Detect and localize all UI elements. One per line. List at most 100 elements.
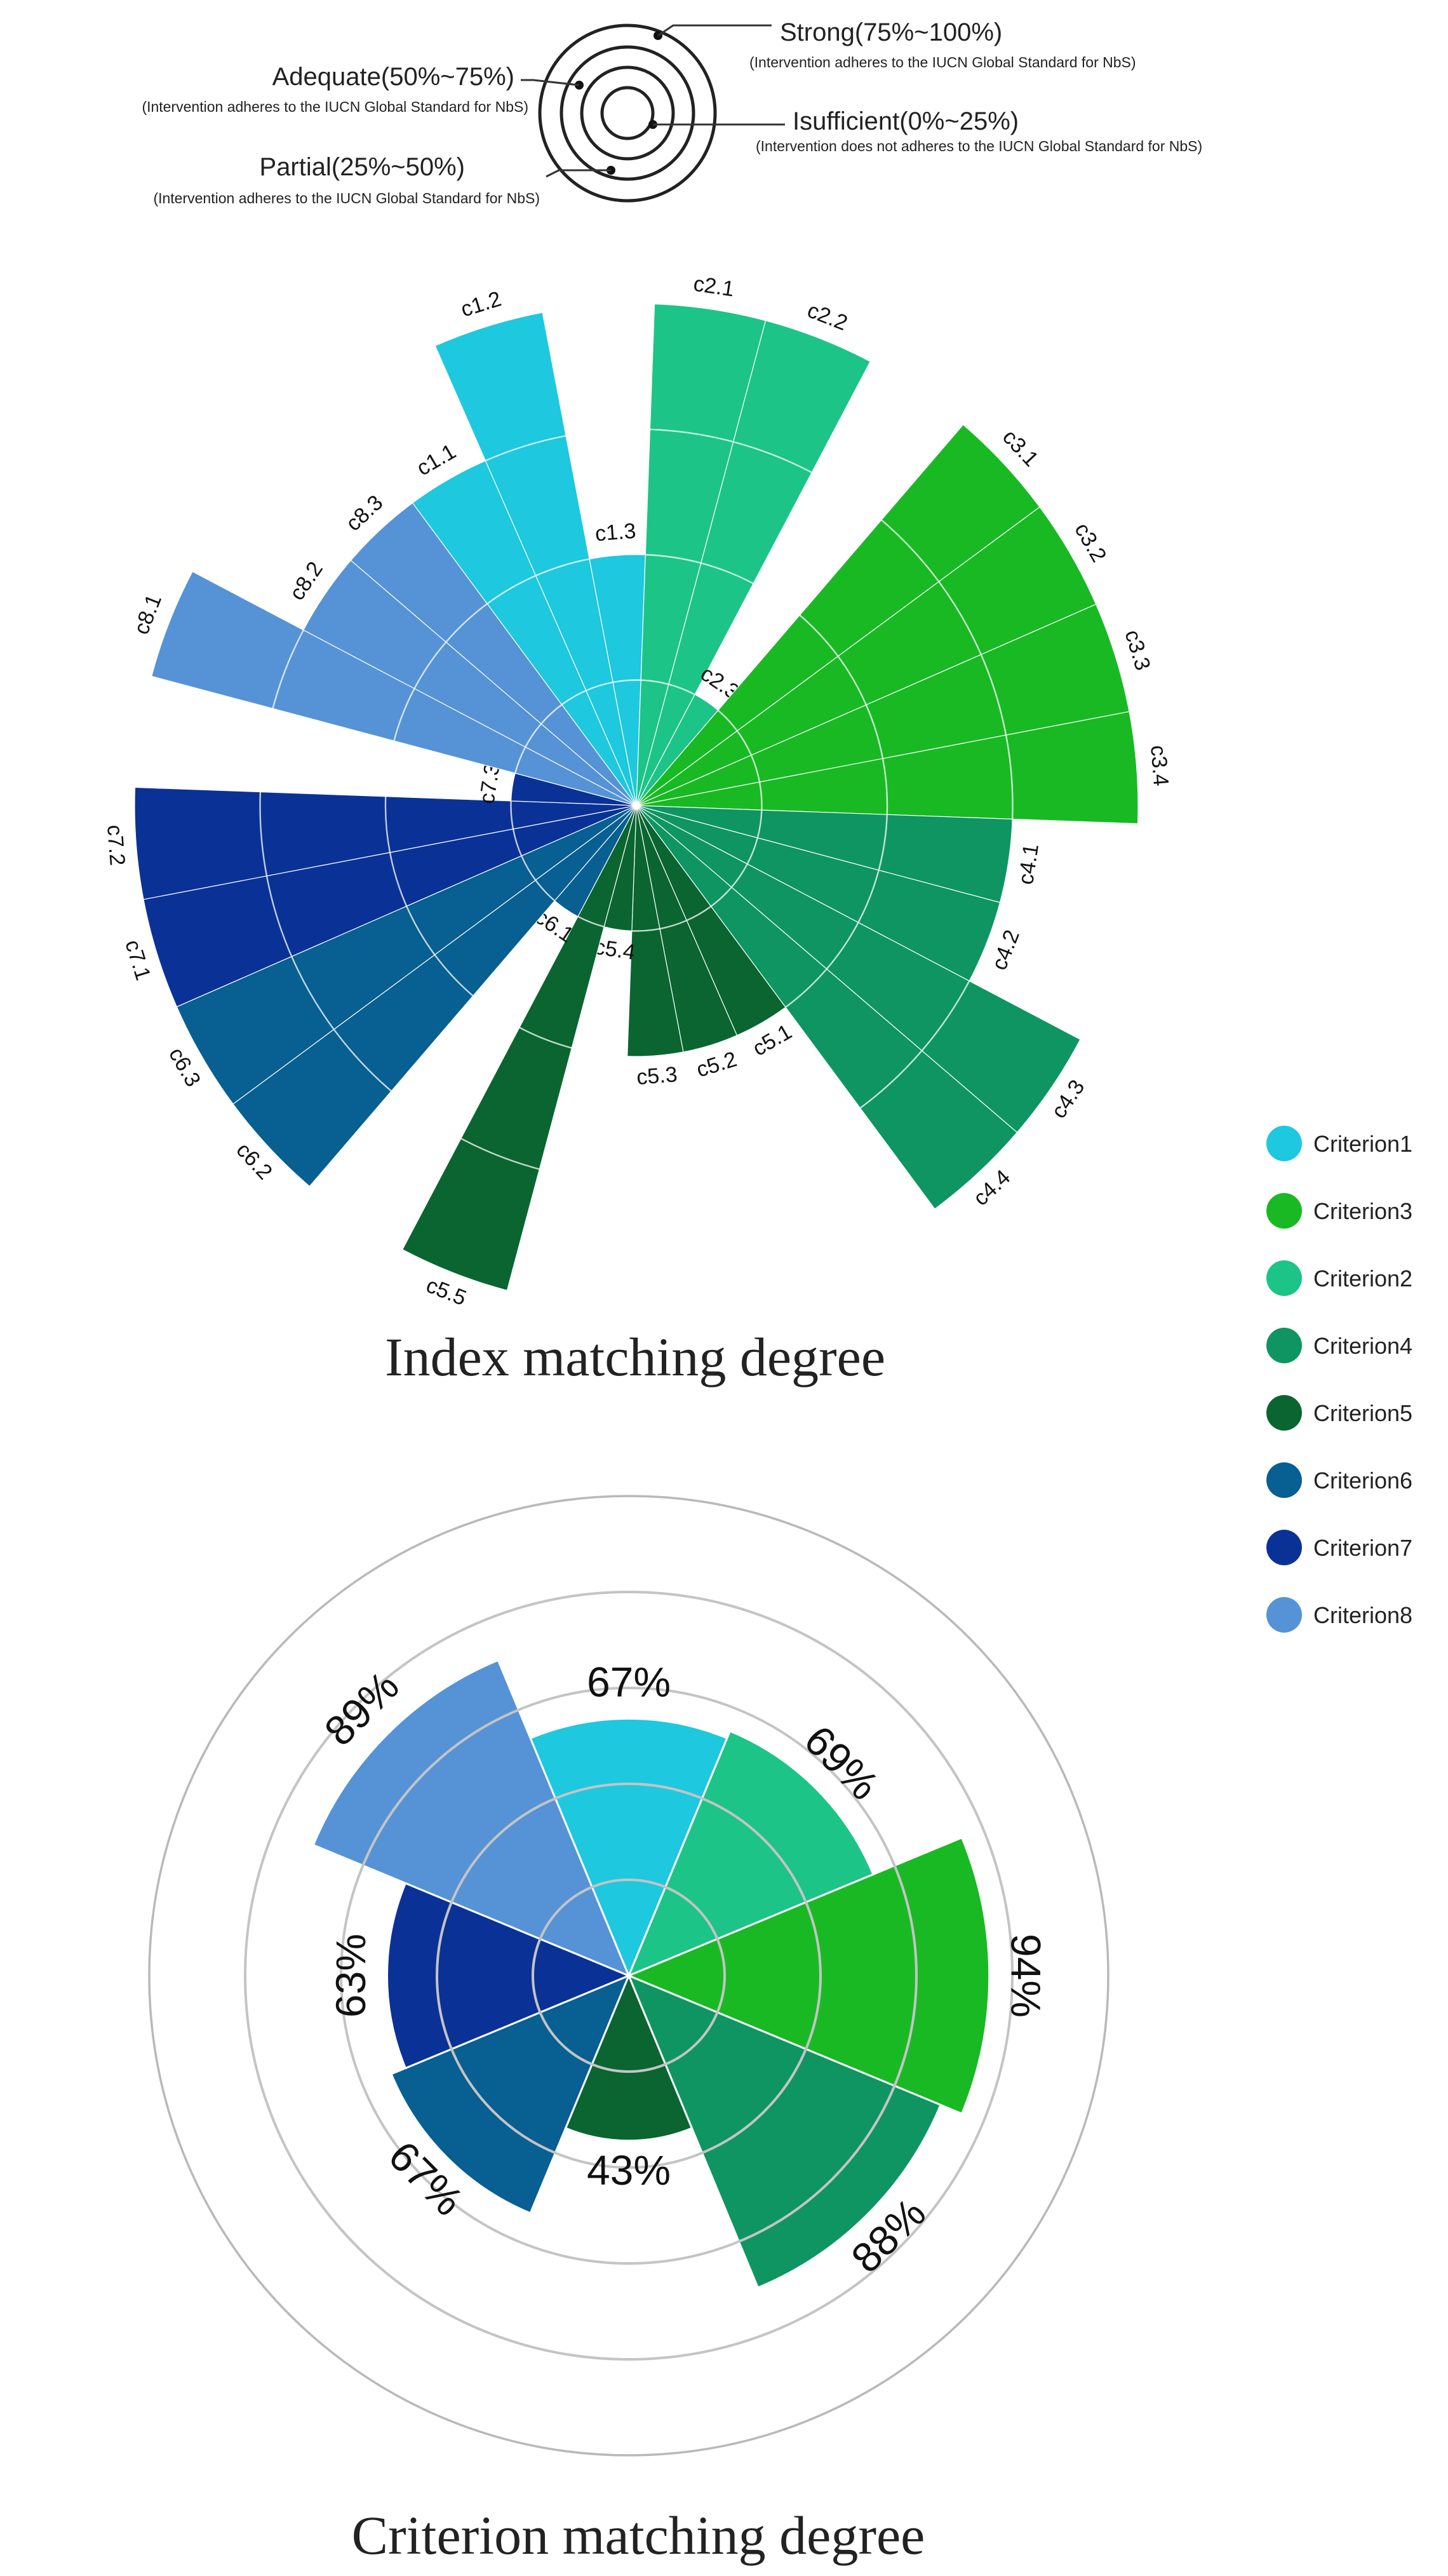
criterion-grid-ring bbox=[340, 1687, 918, 2265]
criterion-data-label: 63% bbox=[327, 1934, 374, 2018]
index-bar bbox=[350, 502, 637, 806]
index-ring bbox=[272, 630, 304, 709]
index-ring bbox=[701, 562, 754, 584]
legend-swatch bbox=[1266, 1193, 1302, 1229]
index-ring bbox=[865, 705, 884, 759]
key-level-title: Partial(25%~50%) bbox=[260, 153, 466, 181]
legend-label: Criterion1 bbox=[1313, 1131, 1412, 1157]
index-tick-label: c2.2 bbox=[804, 298, 851, 335]
index-ring bbox=[486, 575, 537, 605]
legend-label: Criterion8 bbox=[1313, 1602, 1412, 1628]
legend-label: Criterion4 bbox=[1313, 1333, 1412, 1359]
index-bar bbox=[627, 805, 684, 1057]
criterion-data-label: 43% bbox=[587, 2147, 671, 2194]
index-ring bbox=[259, 792, 268, 877]
criterion-bar bbox=[386, 1882, 631, 2070]
index-ring bbox=[265, 875, 293, 957]
index-chart-title: Index matching degree bbox=[385, 1326, 885, 1387]
index-tick-label: c5.3 bbox=[636, 1062, 678, 1089]
index-ring bbox=[878, 814, 888, 871]
legend-label: Criterion6 bbox=[1313, 1467, 1412, 1494]
index-ring bbox=[799, 614, 839, 657]
legend-label: Criterion2 bbox=[1313, 1265, 1412, 1291]
index-bar bbox=[636, 805, 1018, 1210]
index-bar bbox=[434, 312, 637, 806]
criterion-grid-ring bbox=[244, 1591, 1014, 2361]
index-ring bbox=[393, 688, 415, 741]
index-ring bbox=[938, 581, 982, 655]
key-leader bbox=[546, 169, 611, 178]
key-ring bbox=[560, 45, 695, 181]
legend-swatch bbox=[1266, 1260, 1302, 1296]
index-bar bbox=[151, 570, 637, 806]
key-leader bbox=[657, 24, 772, 37]
index-bar bbox=[401, 805, 637, 1291]
index-tick-label: c3.4 bbox=[1146, 745, 1173, 787]
key-leader bbox=[521, 79, 580, 86]
key-level-title: Strong(75%~100%) bbox=[780, 18, 1002, 46]
legend: Criterion1 Criterion3 Criterion2 Criterion4… bbox=[1266, 1126, 1412, 1633]
index-tick-label: c3.3 bbox=[1120, 627, 1155, 673]
index-tick-label: c2.1 bbox=[692, 272, 736, 302]
index-ring bbox=[837, 656, 867, 706]
key-level-title: Isufficient(0%~25%) bbox=[793, 107, 1019, 135]
index-tick-label: c1.3 bbox=[594, 519, 637, 546]
key-ring bbox=[538, 24, 717, 203]
index-ring bbox=[333, 1028, 392, 1092]
index-ring bbox=[733, 441, 812, 473]
criterion-bar bbox=[626, 1836, 991, 2115]
index-ring bbox=[857, 870, 880, 923]
criterion-bar bbox=[390, 1974, 631, 2215]
criterion-grid-ring bbox=[148, 1495, 1109, 2457]
index-ring bbox=[859, 1050, 923, 1109]
index-tick-label: c8.1 bbox=[129, 591, 166, 638]
legend-swatch bbox=[1266, 1530, 1302, 1565]
level-key: Strong(75%~100%) (Intervention adheres to… bbox=[142, 18, 1202, 206]
legend-swatch bbox=[1266, 1462, 1302, 1498]
index-ring bbox=[413, 641, 447, 689]
criterion-bar bbox=[529, 1717, 728, 1978]
index-tick-label: c8.2 bbox=[285, 557, 328, 605]
index-tick-label: c5.2 bbox=[694, 1047, 740, 1082]
key-level-note: (Intervention adheres to the IUCN Global… bbox=[142, 98, 528, 115]
index-tick-label: c7.2 bbox=[102, 824, 130, 867]
index-ring bbox=[519, 1027, 572, 1049]
index-tick-label: c4.1 bbox=[1014, 842, 1043, 886]
criterion-bar bbox=[627, 1729, 875, 1978]
index-ring bbox=[785, 968, 828, 1008]
index-ring bbox=[980, 654, 1007, 736]
index-ring bbox=[540, 704, 563, 725]
criterion-chart-title: Criterion matching degree bbox=[352, 2505, 925, 2566]
key-level-note: (Intervention adheres to the IUCN Global… bbox=[749, 54, 1136, 71]
criterion-bar bbox=[312, 1659, 631, 1978]
key-ring bbox=[600, 86, 655, 140]
key-level-title: Adequate(50%~75%) bbox=[272, 63, 514, 91]
index-tick-label: c5.5 bbox=[423, 1273, 470, 1311]
criterion-data-label: 94% bbox=[1002, 1934, 1049, 2018]
index-ring bbox=[406, 905, 436, 955]
legend-swatch bbox=[1266, 1395, 1302, 1431]
index-ring bbox=[881, 519, 940, 583]
index-tick-label: c4.2 bbox=[987, 927, 1024, 974]
index-ring bbox=[645, 554, 702, 564]
criterion-bar bbox=[627, 1974, 942, 2289]
legend-label: Criterion7 bbox=[1313, 1535, 1412, 1561]
index-ring bbox=[921, 980, 970, 1051]
index-ring bbox=[389, 852, 408, 907]
index-tick-label: c7.1 bbox=[120, 937, 155, 983]
index-ring bbox=[445, 603, 488, 643]
criterion-chart: 67%69%94%88%43%67%63%89%Criterion matchi… bbox=[148, 1495, 1109, 2566]
index-ring bbox=[384, 796, 391, 853]
key-ring bbox=[580, 65, 675, 161]
criterion-grid-ring bbox=[532, 1878, 726, 2073]
key-level-note: (Intervention does not adheres to the IU… bbox=[756, 138, 1202, 154]
criterion-data-label: 67% bbox=[587, 1659, 671, 1706]
index-tick-label: c1.1 bbox=[413, 440, 460, 481]
index-bar bbox=[636, 320, 871, 806]
key-level-note: (Intervention adheres to the IUCN Global… bbox=[153, 190, 540, 206]
legend-label: Criterion3 bbox=[1313, 1198, 1412, 1224]
index-ring bbox=[291, 956, 335, 1030]
index-tick-label: c3.2 bbox=[1069, 519, 1111, 567]
